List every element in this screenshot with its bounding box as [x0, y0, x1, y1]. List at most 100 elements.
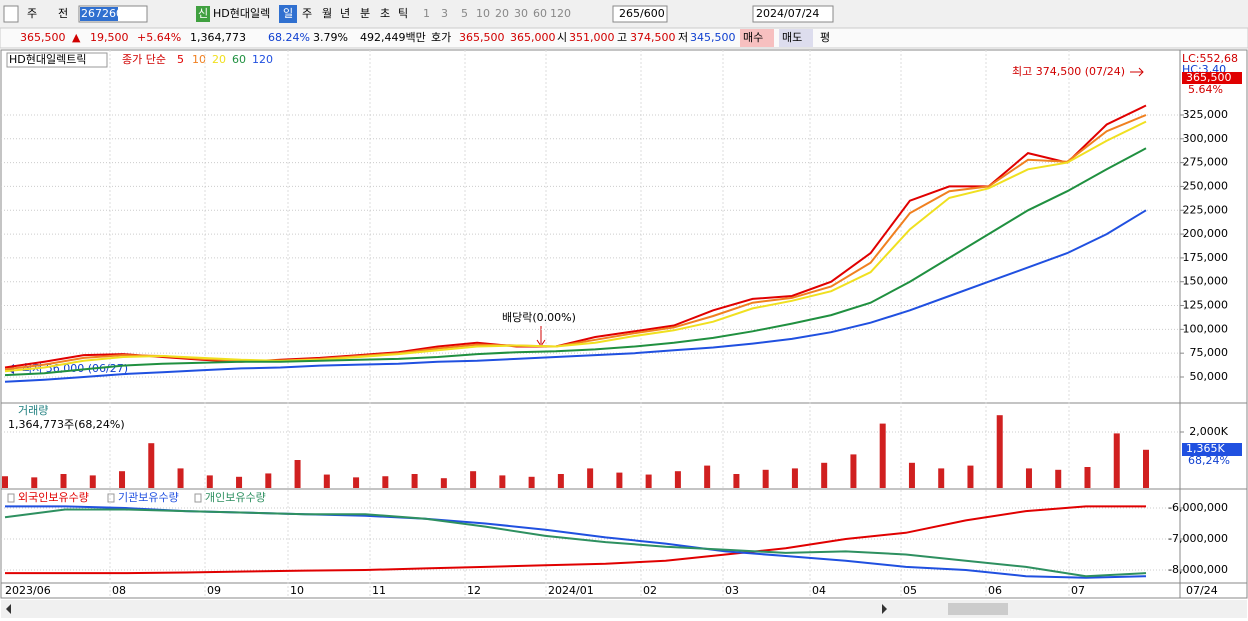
- interval-button[interactable]: 1: [423, 7, 430, 20]
- new-badge: [196, 6, 210, 22]
- date-input[interactable]: [752, 5, 834, 23]
- series-line: [4, 508, 1147, 578]
- volume-bar: [353, 477, 360, 488]
- last-volume: 1,365K: [1186, 442, 1225, 455]
- period-button[interactable]: 주: [302, 7, 312, 20]
- volume-bar: [674, 471, 681, 488]
- last-price-box: [1182, 72, 1242, 84]
- high-label: 고: [617, 31, 627, 44]
- interval-button[interactable]: 30: [514, 7, 528, 20]
- x-tick-label: 07: [1071, 584, 1085, 597]
- volume-bar: [1143, 449, 1149, 488]
- volume-bar: [440, 478, 447, 488]
- volume-bar: [2, 476, 8, 488]
- legend-entry: 기관보유수량: [118, 491, 179, 504]
- price: 365,500: [20, 31, 66, 44]
- volume-bar: [148, 443, 155, 488]
- volume-bar: [850, 454, 857, 488]
- volume-bar: [762, 469, 769, 488]
- legend-entry: 5: [177, 53, 184, 66]
- count-input[interactable]: [612, 5, 668, 23]
- volume-bar: [31, 477, 38, 488]
- date[interactable]: 2024/07/24: [756, 7, 819, 20]
- x-tick-label: 12: [467, 584, 481, 597]
- y-tick-label: -6,000,000: [1168, 501, 1228, 514]
- volume-subtitle: 1,364,773주(68,24%): [8, 418, 125, 431]
- x-tick-label: 05: [903, 584, 917, 597]
- series-line: [4, 209, 1147, 383]
- buy-button[interactable]: [740, 29, 774, 47]
- interval-button[interactable]: 3: [441, 7, 448, 20]
- x-tick-label: 04: [812, 584, 826, 597]
- last-change: 5.64%: [1188, 83, 1223, 96]
- high: 374,500: [630, 31, 676, 44]
- period-button[interactable]: 월: [322, 7, 332, 20]
- interval-button[interactable]: 10: [476, 7, 490, 20]
- turnover: 3.79%: [313, 31, 348, 44]
- scroll-right[interactable]: [882, 604, 887, 614]
- sell-button[interactable]: [779, 29, 813, 47]
- period-button[interactable]: 분: [360, 7, 370, 20]
- y-tick-label: 100,000: [1183, 322, 1229, 335]
- prev-button[interactable]: 전: [58, 7, 68, 20]
- volume: 1,364,773: [190, 31, 246, 44]
- y-tick-label: 225,000: [1183, 203, 1229, 216]
- interval-button[interactable]: 120: [550, 7, 571, 20]
- scroll-left[interactable]: [6, 604, 11, 614]
- open: 351,000: [569, 31, 615, 44]
- volume-bar: [996, 415, 1003, 488]
- sell[interactable]: 매도: [782, 31, 802, 44]
- x-last-date: 07/24: [1186, 584, 1218, 597]
- volume-bar: [323, 474, 330, 488]
- legend-entry: 외국인보유수량: [18, 491, 89, 504]
- x-tick-label: 10: [290, 584, 304, 597]
- period-type[interactable]: 주: [27, 7, 37, 20]
- interval-button[interactable]: 5: [461, 7, 468, 20]
- avg[interactable]: 평: [820, 31, 830, 44]
- volume-bar: [206, 475, 213, 488]
- y-tick-label: 75,000: [1190, 346, 1229, 359]
- legend-swatch: [107, 493, 115, 503]
- volume-bar: [236, 476, 243, 488]
- chart-title: HD현대일렉트릭: [9, 52, 86, 66]
- scrollbar[interactable]: [1, 600, 1247, 618]
- volume-bar: [908, 462, 915, 488]
- legend-entry: 개인보유수량: [205, 491, 266, 504]
- chart-subtitle: 종가 단순: [122, 53, 166, 66]
- count-max: /600: [640, 7, 665, 20]
- x-tick-label: 03: [725, 584, 739, 597]
- volume-bar: [879, 423, 886, 488]
- x-tick-label: 2024/01: [548, 584, 594, 597]
- volume-bar: [119, 471, 126, 488]
- volume-bar: [528, 476, 535, 488]
- volume-bar: [89, 475, 96, 488]
- volume-bar: [967, 465, 974, 488]
- y-tick-label: 325,000: [1183, 108, 1229, 121]
- volume-bar: [938, 468, 945, 488]
- period-button[interactable]: 초: [380, 7, 390, 20]
- scroll-thumb[interactable]: [948, 603, 1008, 615]
- series-line: [4, 120, 1147, 373]
- code[interactable]: 267260: [81, 7, 123, 20]
- buy[interactable]: 매수: [743, 31, 763, 44]
- icon[interactable]: [3, 5, 19, 23]
- interval-button[interactable]: 20: [495, 7, 509, 20]
- period-button[interactable]: 틱: [398, 7, 408, 20]
- y-tick-label: 200,000: [1183, 227, 1229, 240]
- active-period: [279, 5, 297, 23]
- x-tick-label: 2023/06: [5, 584, 51, 597]
- stock-name[interactable]: HD현대일렉: [213, 6, 270, 20]
- period-button[interactable]: 년: [340, 7, 350, 20]
- period-button[interactable]: 일: [283, 6, 293, 20]
- interval-button[interactable]: 60: [533, 7, 547, 20]
- ask: 365,500: [459, 31, 505, 44]
- volume-bar: [1084, 467, 1091, 488]
- last-volume-box: [1182, 443, 1242, 456]
- y-tick-label: -7,000,000: [1168, 532, 1228, 545]
- count[interactable]: 265: [619, 7, 640, 20]
- change-pct: +5.64%: [137, 31, 181, 44]
- volume-bar: [470, 471, 477, 488]
- y-tick-label: 275,000: [1183, 156, 1229, 169]
